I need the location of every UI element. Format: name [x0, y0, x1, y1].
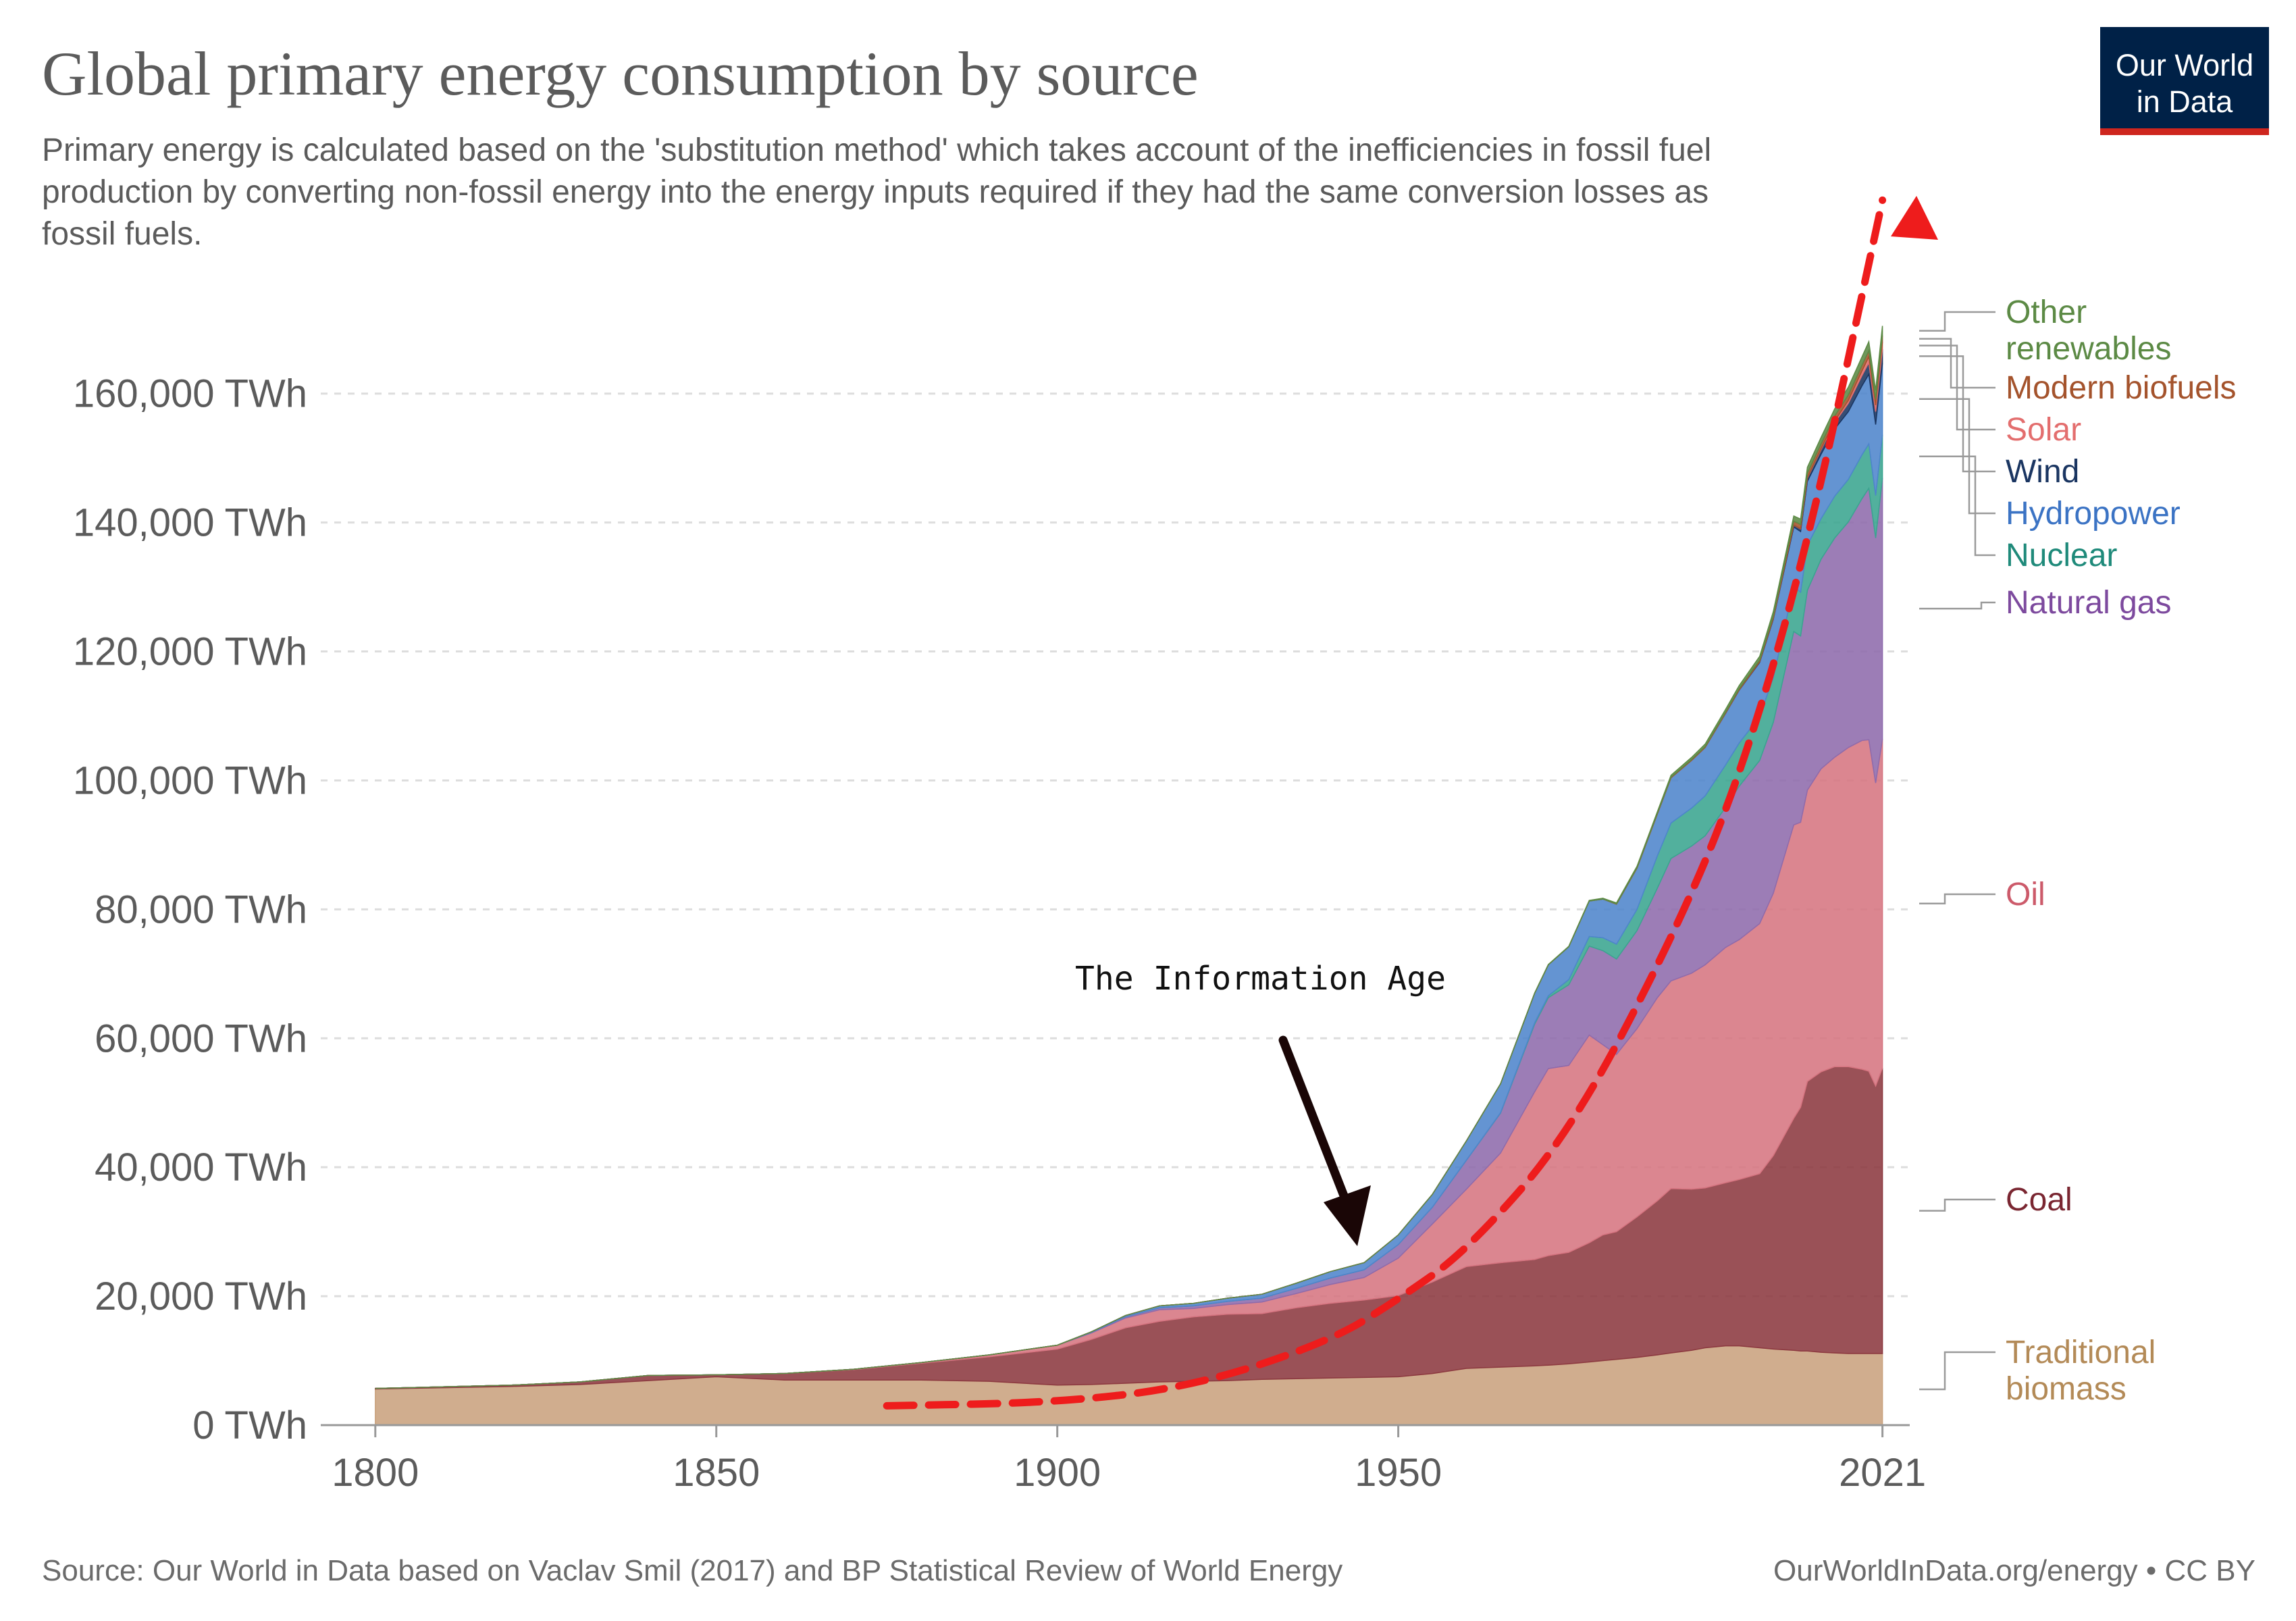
legend-leader-line [1919, 344, 1995, 431]
y-tick-label: 40,000 TWh [95, 1146, 307, 1189]
area-other-renewables [375, 326, 1883, 1389]
chart-subtitle-line-2: production by converting non-fossil ener… [42, 174, 1708, 210]
legend-leader-line [1919, 1198, 1995, 1212]
y-tick-label: 100,000 TWh [73, 758, 307, 802]
legend-label[interactable]: Modern biofuels [2006, 370, 2237, 406]
trend-arrow-head [1891, 196, 1938, 240]
y-tick-label: 60,000 TWh [95, 1017, 307, 1060]
x-tick-label: 1950 [1355, 1451, 1442, 1495]
legend-label[interactable]: Coal [2006, 1182, 2072, 1218]
y-tick-label: 140,000 TWh [73, 501, 307, 545]
x-tick-label: 1850 [673, 1451, 760, 1495]
legend-label[interactable]: Solar [2006, 412, 2081, 448]
x-tick-label: 2021 [1839, 1451, 1926, 1495]
y-tick-label: 160,000 TWh [73, 372, 307, 416]
annotation-arrow-shaft [1278, 1035, 1352, 1209]
x-tick-label: 1800 [332, 1451, 419, 1495]
y-tick-label: 20,000 TWh [95, 1275, 307, 1318]
y-tick-label: 120,000 TWh [73, 630, 307, 674]
annotation-arrow-head [1324, 1185, 1371, 1246]
legend-label[interactable]: Traditional [2006, 1335, 2156, 1370]
legend-label[interactable]: Nuclear [2006, 538, 2117, 573]
logo-text-line-1: Our World [2116, 48, 2253, 82]
legend-leader-line [1919, 355, 1995, 473]
y-axis-ticks: 0 TWh 20,000 TWh 40,000 TWh 60,000 TWh 80,00… [73, 372, 307, 1447]
legend-leader-line [1919, 601, 1995, 610]
chart-subtitle-line-3: fossil fuels. [42, 216, 202, 252]
legend-label[interactable]: biomass [2006, 1371, 2127, 1407]
logo-background [2100, 27, 2269, 128]
logo-accent-bar [2100, 128, 2269, 135]
legend-label[interactable]: Other [2006, 294, 2087, 330]
legend-leader-line [1919, 893, 1995, 905]
annotation-information-age: The Information Age [1075, 960, 1446, 998]
legend-leader-line [1919, 1351, 1995, 1391]
source-note: Source: Our World in Data based on Vacla… [42, 1554, 1342, 1587]
legend-label[interactable]: renewables [2006, 331, 2171, 367]
legend-label[interactable]: Natural gas [2006, 585, 2171, 621]
annotations: The Information Age [883, 196, 1938, 1410]
trend-curve-dashed [883, 196, 1887, 1410]
license-link[interactable]: OurWorldInData.org/energy • CC BY [1773, 1554, 2255, 1587]
x-tick-label: 1900 [1014, 1451, 1101, 1495]
legend-leader-line [1919, 311, 1995, 332]
y-tick-label: 0 TWh [192, 1404, 307, 1447]
y-tick-label: 80,000 TWh [95, 887, 307, 931]
legend-leader-line [1919, 338, 1995, 389]
legend-label[interactable]: Wind [2006, 454, 2079, 490]
x-axis-ticks: 1800 1850 1900 1950 2021 [321, 1424, 1926, 1495]
chart-title: Global primary energy consumption by sou… [42, 39, 1199, 108]
stacked-areas [375, 326, 1883, 1426]
owid-logo[interactable]: Our World in Data [2100, 27, 2269, 135]
logo-text-line-2: in Data [2137, 84, 2234, 119]
chart-subtitle-line-1: Primary energy is calculated based on th… [42, 132, 1711, 168]
legend-label[interactable]: Oil [2006, 877, 2045, 912]
legend-label[interactable]: Hydropower [2006, 496, 2181, 532]
legend-leader-line [1919, 455, 1995, 557]
